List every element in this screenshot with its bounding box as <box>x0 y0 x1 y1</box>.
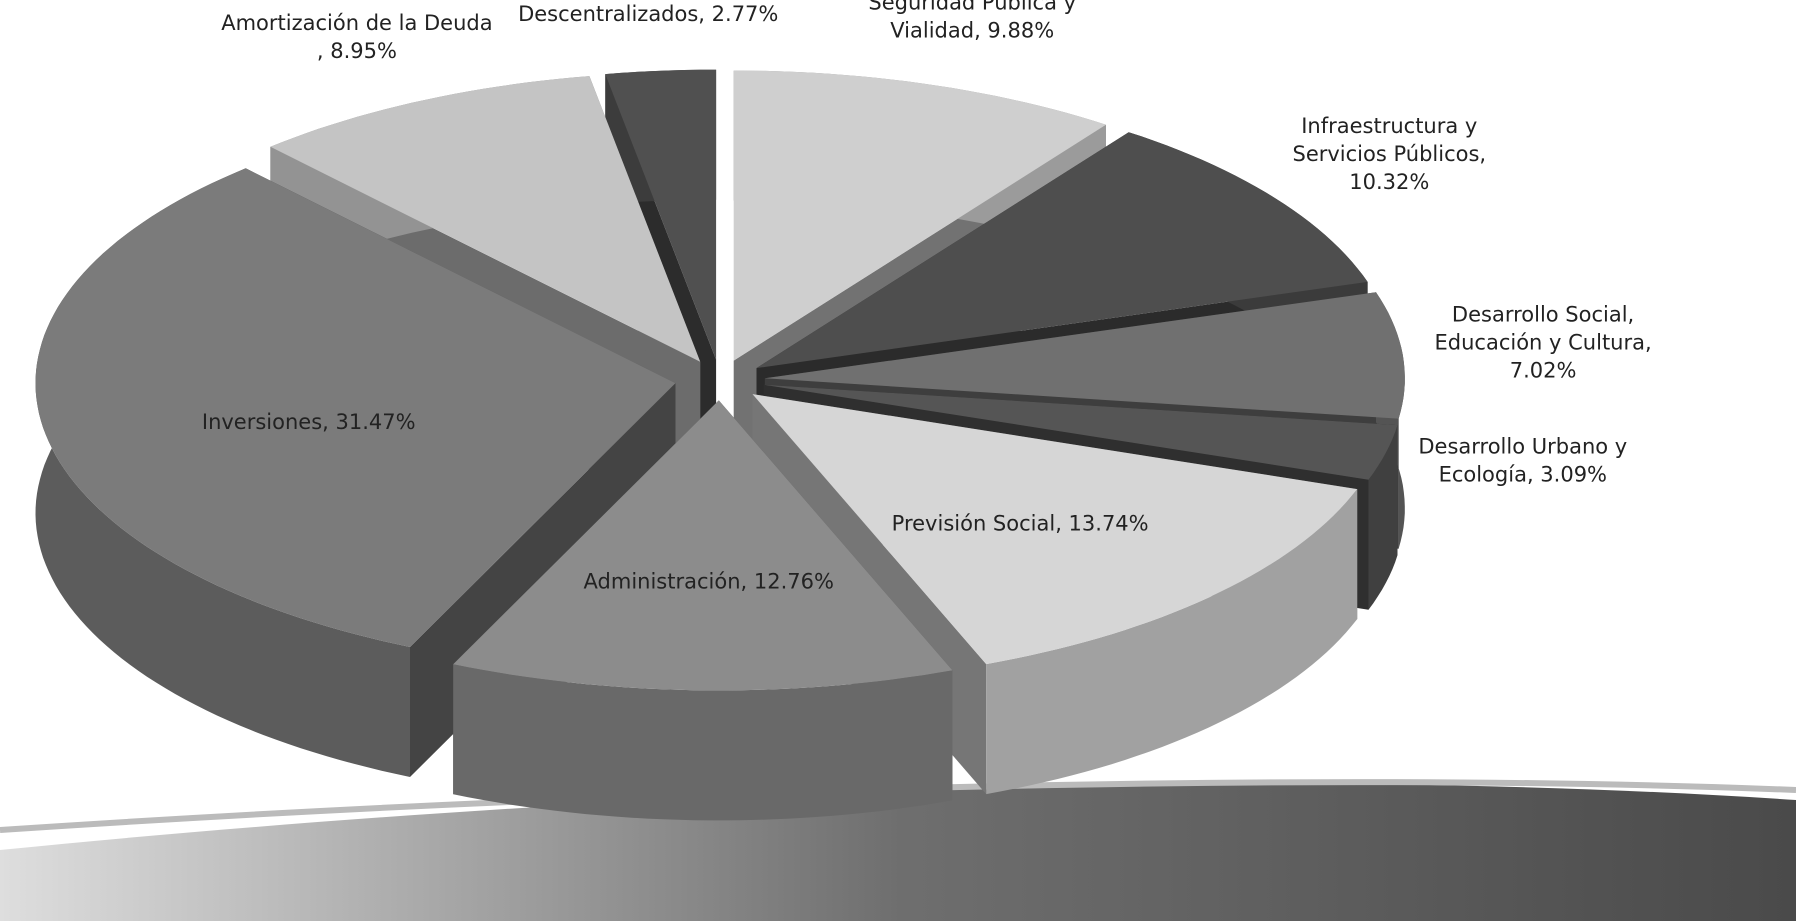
slice-wall <box>453 664 953 821</box>
slice <box>733 70 1106 361</box>
pie <box>35 69 1405 821</box>
slice <box>764 292 1405 419</box>
data-label: Desarrollo Urbano y Ecología, 3.09% <box>1418 435 1627 487</box>
slice <box>763 384 1398 480</box>
slice-wall <box>1368 425 1398 610</box>
data-label: Seguridad Pública y Vialidad, 9.88% <box>868 0 1076 43</box>
slice <box>35 168 676 648</box>
slice <box>605 69 717 360</box>
labels: Seguridad Pública y Vialidad, 9.88% Infrae… <box>202 0 1652 594</box>
background-swoosh <box>0 783 1796 921</box>
slice <box>756 132 1368 369</box>
data-label: Amortización de la Deuda, 8.95% <box>221 11 492 63</box>
slice-wall <box>986 489 1358 795</box>
data-label: Previsión Social, 13.74% <box>892 512 1149 536</box>
data-label: Inversiones, 31.47% <box>202 410 416 434</box>
data-label: Desarrollo Social, Educación y Cultura, 7.… <box>1435 303 1652 383</box>
slice <box>752 394 1358 665</box>
data-label: Administración, 12.76% <box>584 570 834 594</box>
data-label: Infraestructura y Servicios Públicos, 10.3… <box>1292 114 1486 194</box>
slice <box>453 400 953 691</box>
data-label: OrganismosDescentralizados, 2.77% <box>518 0 778 26</box>
slice <box>270 76 701 362</box>
